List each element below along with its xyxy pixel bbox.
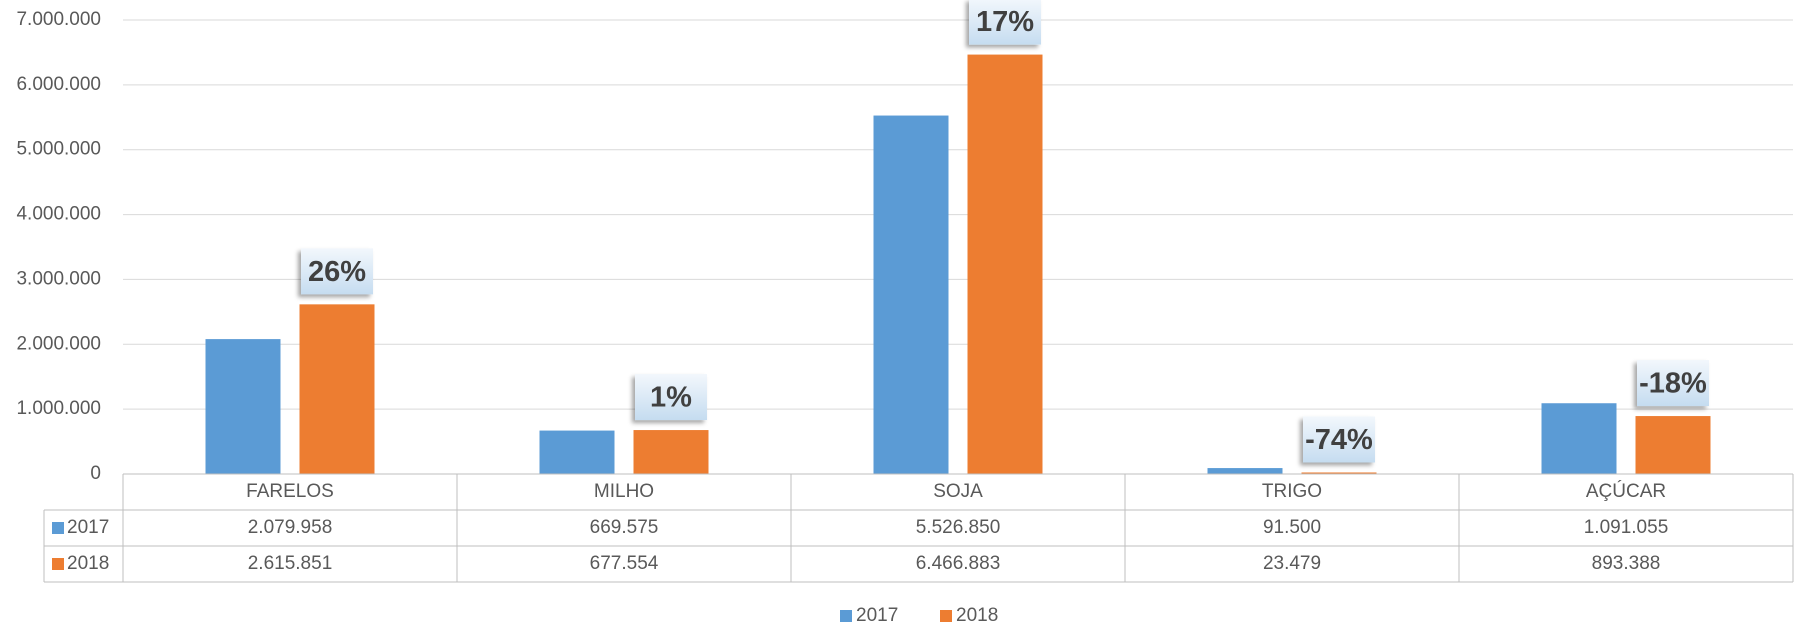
table-legend-key	[52, 522, 64, 534]
y-tick-label: 7.000.000	[16, 9, 101, 30]
table-value: 669.575	[590, 517, 659, 538]
annotation: 1%	[650, 382, 692, 414]
x-tick-label: FARELOS	[246, 481, 334, 502]
bar	[539, 430, 615, 474]
x-tick-label: MILHO	[594, 481, 654, 502]
table-value: 6.466.883	[916, 553, 1001, 574]
table-value: 677.554	[590, 553, 659, 574]
table-value: 2.615.851	[248, 553, 333, 574]
x-tick-label: TRIGO	[1262, 481, 1322, 502]
y-tick-label: 1.000.000	[16, 398, 101, 419]
bar	[1541, 403, 1617, 474]
table-value: 2.079.958	[248, 517, 333, 538]
annotation-box	[301, 248, 373, 295]
table-series-name: 2017	[67, 517, 109, 538]
table-value: 23.479	[1263, 553, 1321, 574]
annotation-box	[969, 0, 1041, 45]
y-tick-label: 3.000.000	[16, 268, 101, 289]
annotation-box	[1637, 360, 1709, 407]
bar	[1207, 468, 1283, 474]
annotation-box	[635, 374, 707, 421]
table-series-name: 2018	[67, 553, 109, 574]
table-value: 893.388	[1592, 553, 1661, 574]
y-tick-label: 5.000.000	[16, 139, 101, 160]
bar	[1635, 416, 1711, 474]
table-legend-key	[52, 558, 64, 570]
y-tick-label: 6.000.000	[16, 74, 101, 95]
bar	[873, 115, 949, 474]
bar	[299, 304, 375, 474]
y-tick-label: 2.000.000	[16, 333, 101, 354]
table-value: 1.091.055	[1584, 517, 1669, 538]
bar	[1301, 472, 1377, 474]
bar	[205, 339, 281, 474]
annotation: -18%	[1639, 368, 1707, 400]
legend-label: 2018	[956, 605, 998, 626]
legend-key	[840, 610, 852, 622]
annotation: 17%	[976, 6, 1034, 38]
bar	[633, 430, 709, 474]
table-value: 91.500	[1263, 517, 1321, 538]
x-tick-label: AÇÚCAR	[1586, 480, 1666, 502]
table-value: 5.526.850	[916, 517, 1001, 538]
x-tick-label: SOJA	[933, 481, 983, 502]
annotation: 26%	[308, 256, 366, 288]
bar	[967, 54, 1043, 474]
legend-label: 2017	[856, 605, 898, 626]
annotation-box	[1303, 416, 1375, 463]
y-tick-label: 0	[90, 463, 101, 484]
annotation: -74%	[1305, 424, 1373, 456]
y-tick-label: 4.000.000	[16, 204, 101, 225]
legend-key	[940, 610, 952, 622]
